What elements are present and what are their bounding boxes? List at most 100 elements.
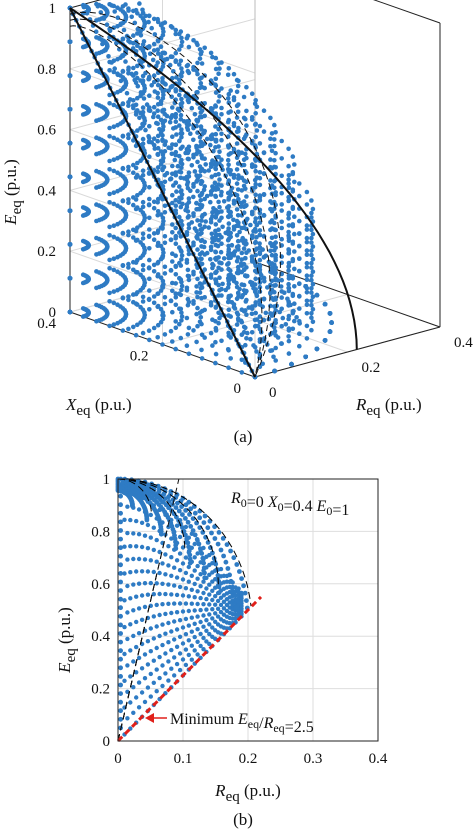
data-point — [180, 144, 185, 150]
data-point — [118, 78, 124, 84]
data-point — [168, 268, 174, 273]
data-point — [199, 143, 205, 148]
data-point — [151, 636, 156, 641]
data-point — [213, 172, 218, 178]
data-point — [133, 71, 139, 76]
panel-a-caption: (a) — [234, 427, 253, 446]
data-point — [134, 695, 139, 700]
data-point — [138, 272, 143, 278]
data-point — [131, 170, 136, 175]
data-point — [170, 192, 175, 198]
data-point — [151, 592, 156, 597]
box-edge — [254, 326, 441, 378]
data-point — [236, 247, 241, 252]
data-point — [151, 547, 156, 553]
data-point — [154, 602, 159, 608]
data-point — [166, 88, 171, 93]
data-point — [273, 345, 279, 351]
data-point — [157, 612, 162, 618]
data-point — [140, 173, 146, 178]
data-point — [243, 134, 248, 139]
data-point — [163, 139, 168, 144]
data-point — [160, 284, 165, 290]
data-point — [163, 591, 168, 597]
data-point — [144, 517, 150, 523]
data-point — [122, 651, 127, 657]
data-point — [133, 165, 139, 171]
data-point — [304, 260, 310, 266]
data-point — [209, 174, 215, 179]
data-point — [269, 200, 275, 206]
data-point — [322, 338, 328, 343]
data-point — [135, 63, 140, 69]
data-point — [269, 226, 275, 231]
data-point — [216, 126, 221, 132]
data-point — [126, 164, 131, 170]
data-point — [223, 559, 229, 565]
data-point — [135, 193, 140, 198]
r-symbol: R — [355, 395, 367, 414]
data-point — [198, 124, 204, 129]
data-point — [186, 579, 191, 584]
data-point — [194, 339, 199, 345]
data-point — [239, 200, 245, 206]
data-point — [209, 231, 215, 237]
data-point — [204, 586, 209, 591]
data-point — [226, 221, 232, 226]
data-point — [145, 639, 151, 644]
data-point — [269, 287, 275, 293]
data-point — [174, 514, 179, 520]
data-point — [118, 674, 123, 679]
data-point — [106, 54, 111, 59]
data-point — [207, 612, 212, 617]
data-point — [118, 588, 123, 593]
data-point — [261, 129, 267, 134]
data-point — [131, 65, 136, 71]
data-point — [149, 25, 154, 31]
data-point — [297, 181, 302, 186]
data-point — [164, 113, 170, 119]
data-point — [178, 335, 184, 341]
panel-b-caption: (b) — [233, 810, 253, 829]
data-point — [261, 212, 267, 218]
data-point — [181, 176, 187, 181]
data-point — [179, 314, 185, 319]
y-tick-label: 0.6 — [91, 577, 110, 593]
data-point — [112, 9, 117, 14]
data-point — [245, 330, 250, 336]
data-point — [309, 240, 314, 245]
data-point — [184, 343, 190, 349]
data-point — [118, 691, 123, 696]
x-symbol: X — [65, 395, 77, 414]
data-point — [215, 606, 221, 611]
data-point — [177, 534, 183, 540]
data-point — [244, 84, 249, 90]
data-point — [195, 323, 200, 329]
data-point — [126, 132, 131, 137]
data-point — [213, 585, 218, 590]
data-point — [118, 485, 123, 490]
data-point — [231, 123, 237, 129]
data-point — [107, 134, 112, 139]
data-point — [142, 652, 148, 657]
data-point — [238, 261, 244, 267]
data-point — [226, 249, 231, 254]
data-point — [191, 184, 196, 189]
data-point — [151, 48, 157, 53]
data-point — [186, 156, 191, 162]
data-point — [216, 199, 221, 205]
data-point — [234, 562, 240, 567]
data-point — [118, 656, 123, 662]
data-point — [100, 41, 105, 47]
data-point — [286, 181, 291, 186]
data-point — [243, 342, 248, 348]
data-point — [214, 269, 219, 274]
data-point — [180, 657, 186, 662]
data-point — [297, 321, 303, 326]
data-point — [94, 235, 99, 241]
data-point — [118, 21, 124, 27]
data-point — [189, 587, 194, 592]
data-point — [257, 284, 263, 290]
data-point — [219, 183, 224, 188]
data-point — [126, 103, 131, 108]
